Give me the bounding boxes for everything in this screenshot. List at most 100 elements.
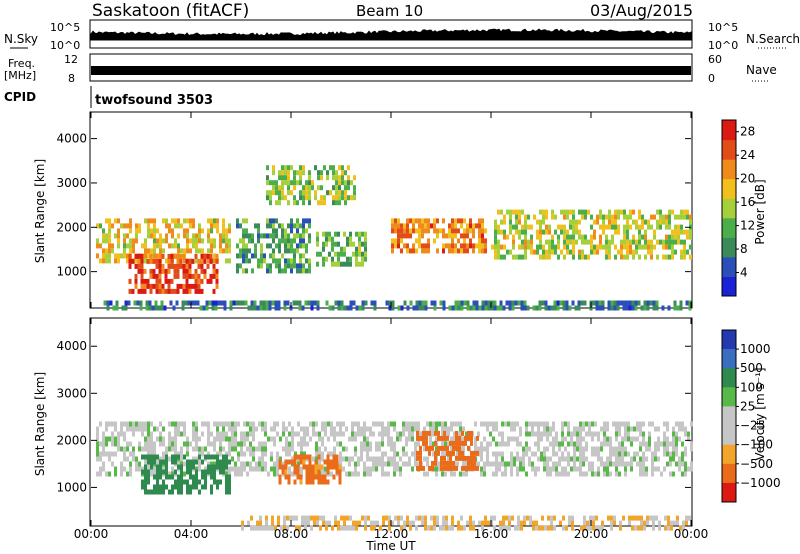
heatmap-cell bbox=[240, 466, 243, 472]
heatmap-cell bbox=[277, 305, 281, 311]
heatmap-cell bbox=[283, 520, 286, 526]
heatmap-cell bbox=[659, 219, 662, 225]
heatmap-cell bbox=[460, 243, 463, 249]
heatmap-cell bbox=[490, 305, 494, 311]
heatmap-cell bbox=[303, 431, 306, 437]
heatmap-cell bbox=[296, 469, 300, 475]
heatmap-cell bbox=[284, 469, 288, 475]
heatmap-cell bbox=[284, 233, 287, 239]
heatmap-cell bbox=[171, 243, 174, 249]
heatmap-cell bbox=[442, 515, 445, 521]
heatmap-cell bbox=[185, 278, 189, 284]
heatmap-cell bbox=[453, 471, 456, 477]
heatmap-cell bbox=[677, 234, 680, 240]
heatmap-cell bbox=[550, 305, 554, 311]
heatmap-cell bbox=[403, 223, 406, 229]
heatmap-cell bbox=[343, 525, 346, 531]
heatmap-cell bbox=[510, 456, 513, 462]
heatmap-cell bbox=[128, 253, 132, 259]
heatmap-cell bbox=[140, 268, 144, 274]
heatmap-cell bbox=[281, 180, 284, 186]
heatmap-cell bbox=[605, 214, 608, 220]
heatmap-cell bbox=[322, 515, 325, 521]
velocity-x-axis: 00:00 04:00 08:00 12:00 16:00 20:00 00:00 bbox=[74, 318, 708, 541]
heatmap-cell bbox=[582, 421, 585, 427]
heatmap-cell bbox=[117, 218, 120, 224]
heatmap-cell bbox=[629, 249, 632, 255]
heatmap-cell bbox=[147, 454, 150, 460]
heatmap-cell bbox=[153, 446, 156, 452]
heatmap-cell bbox=[634, 300, 638, 306]
heatmap-cell bbox=[234, 471, 237, 477]
heatmap-cell bbox=[424, 223, 427, 229]
heatmap-cell bbox=[543, 426, 546, 432]
heatmap-cell bbox=[366, 426, 369, 432]
heatmap-cell bbox=[208, 300, 212, 306]
heatmap-cell bbox=[632, 219, 635, 225]
heatmap-cell bbox=[363, 431, 366, 437]
heatmap-cell bbox=[570, 466, 573, 472]
heatmap-cell bbox=[632, 254, 635, 260]
heatmap-cell bbox=[614, 214, 617, 220]
heatmap-cell bbox=[245, 253, 248, 259]
heatmap-cell bbox=[363, 421, 366, 427]
heatmap-cell bbox=[608, 214, 611, 220]
heatmap-cell bbox=[305, 190, 308, 196]
heatmap-cell bbox=[228, 228, 231, 234]
heatmap-cell bbox=[161, 288, 165, 294]
heatmap-cell bbox=[134, 253, 138, 259]
heatmap-cell bbox=[532, 520, 535, 526]
heatmap-cell bbox=[355, 231, 358, 237]
heatmap-cell bbox=[189, 223, 192, 229]
heatmap-cell bbox=[151, 305, 155, 311]
heatmap-cell bbox=[137, 263, 141, 269]
heatmap-cell bbox=[570, 441, 573, 447]
heatmap-cell bbox=[174, 436, 177, 442]
heatmap-cell bbox=[332, 474, 336, 480]
heatmap-cell bbox=[684, 446, 687, 452]
heatmap-cell bbox=[340, 251, 343, 257]
heatmap-cell bbox=[391, 520, 394, 526]
heatmap-cell bbox=[647, 244, 650, 250]
heatmap-cell bbox=[403, 233, 406, 239]
heatmap-cell bbox=[123, 446, 126, 452]
heatmap-cell bbox=[326, 170, 329, 176]
heatmap-cell bbox=[628, 305, 632, 311]
heatmap-cell bbox=[647, 249, 650, 255]
heatmap-cell bbox=[299, 258, 302, 264]
heatmap-cell bbox=[685, 300, 689, 306]
heatmap-cell bbox=[228, 243, 231, 249]
heatmap-cell bbox=[572, 209, 575, 215]
heatmap-cell bbox=[242, 238, 245, 244]
heatmap-cell bbox=[171, 459, 174, 465]
heatmap-cell bbox=[216, 228, 219, 234]
heatmap-cell bbox=[341, 180, 344, 186]
heatmap-cell bbox=[535, 305, 539, 311]
heatmap-cell bbox=[572, 239, 575, 245]
heatmap-cell bbox=[261, 456, 264, 462]
heatmap-cell bbox=[606, 471, 609, 477]
heatmap-cell bbox=[300, 436, 303, 442]
heatmap-cell bbox=[402, 461, 405, 467]
heatmap-cell bbox=[539, 224, 542, 230]
heatmap-cell bbox=[397, 515, 400, 521]
heatmap-cell bbox=[678, 421, 681, 427]
heatmap-cell bbox=[612, 446, 615, 452]
heatmap-cell bbox=[469, 238, 472, 244]
heatmap-cell bbox=[605, 254, 608, 260]
heatmap-cell bbox=[524, 244, 527, 250]
heatmap-cell bbox=[144, 484, 147, 490]
heatmap-cell bbox=[346, 515, 349, 521]
heatmap-cell bbox=[626, 244, 629, 250]
heatmap-cell bbox=[161, 253, 165, 259]
heatmap-cell bbox=[135, 466, 138, 472]
heatmap-cell bbox=[454, 248, 457, 254]
heatmap-cell bbox=[396, 431, 399, 437]
heatmap-cell bbox=[287, 233, 290, 239]
heatmap-cell bbox=[578, 219, 581, 225]
heatmap-cell bbox=[662, 244, 665, 250]
heatmap-cell bbox=[328, 231, 331, 237]
heatmap-cell bbox=[302, 223, 305, 229]
heatmap-cell bbox=[516, 466, 519, 472]
heatmap-cell bbox=[305, 479, 309, 485]
